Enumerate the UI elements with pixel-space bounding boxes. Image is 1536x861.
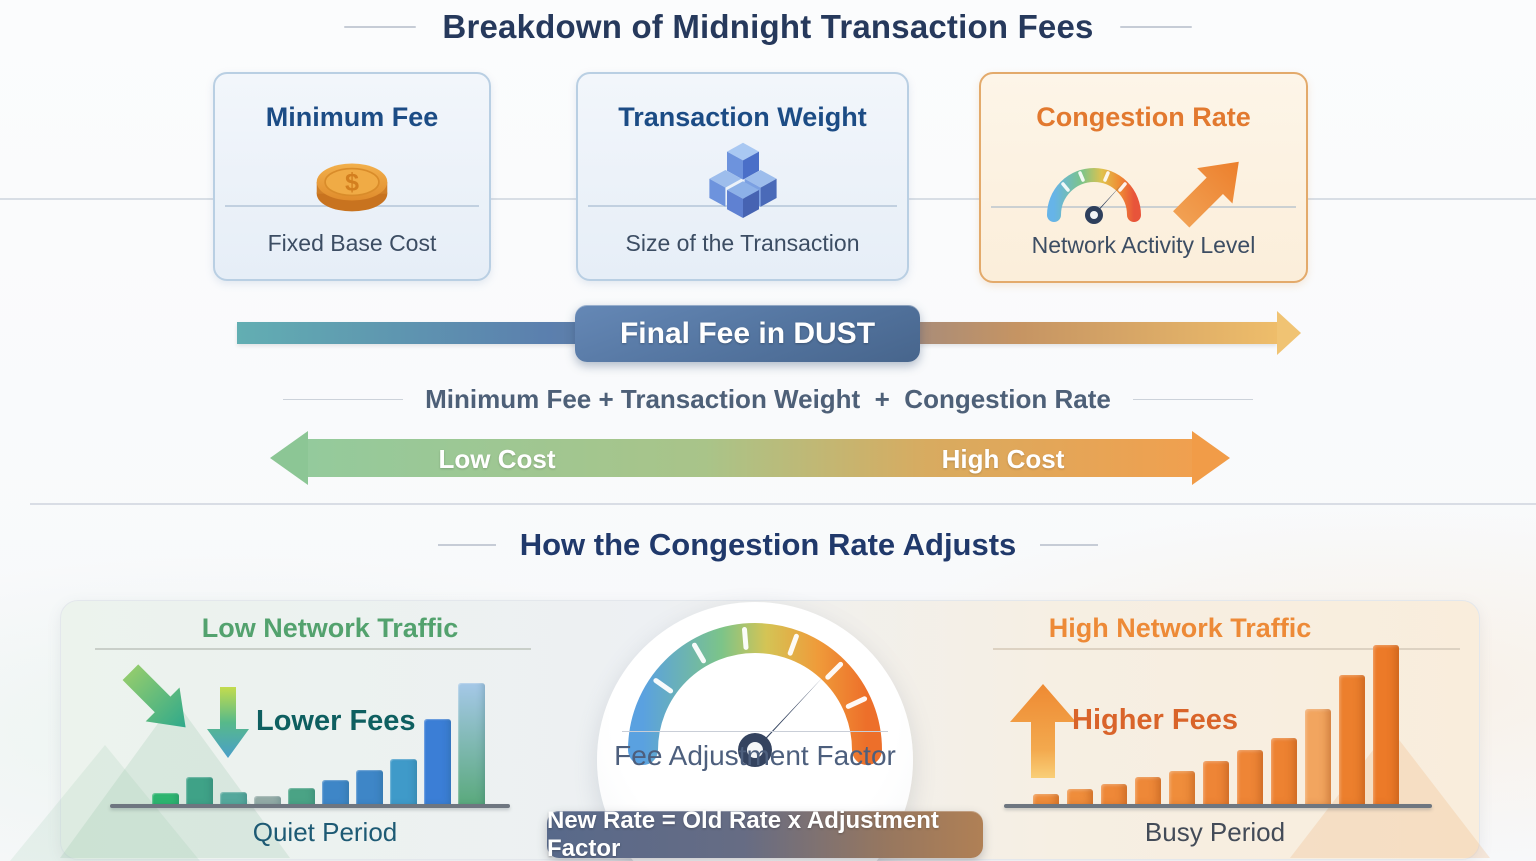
high-chart-baseline — [1004, 804, 1432, 808]
gauge-rising-arrow-icon — [1024, 137, 1264, 229]
bar — [1305, 709, 1331, 805]
card-divider-line — [991, 206, 1296, 208]
cost-arrowhead-left-icon — [270, 431, 308, 485]
low-traffic-title: Low Network Traffic — [201, 613, 459, 643]
low-traffic-underline — [95, 648, 531, 650]
bar — [1373, 645, 1399, 805]
bar — [390, 759, 417, 805]
bar — [1271, 738, 1297, 805]
gauge-label: Fee Adjustment Factor — [614, 740, 896, 771]
low-traffic-bar-chart — [152, 683, 485, 805]
formula-left-dash — [283, 398, 404, 401]
high-traffic-bar-chart — [1033, 645, 1399, 805]
section2-header: How the Congestion Rate Adjusts — [0, 527, 1536, 563]
card-title: Transaction Weight — [618, 102, 867, 132]
section-title-right-dash — [1040, 544, 1099, 546]
card-title: Congestion Rate — [1036, 102, 1251, 132]
down-right-arrow-icon — [112, 663, 204, 760]
rate-formula: New Rate = Old Rate x Adjustment Factor — [547, 806, 939, 861]
bar — [254, 796, 281, 805]
fee-formula-row: Minimum Fee + Transaction Weight + Conge… — [0, 384, 1536, 415]
section2-title: How the Congestion Rate Adjusts — [519, 527, 1017, 562]
cost-arrowhead-right-icon — [1192, 431, 1230, 485]
formula-right-dash — [1132, 398, 1253, 401]
bar — [322, 780, 349, 805]
card-subtitle: Size of the Transaction — [625, 230, 860, 256]
card-congestion-rate: Congestion Rate — [979, 72, 1308, 283]
header: Breakdown of Midnight Transaction Fees — [0, 8, 1536, 46]
bar — [1067, 789, 1093, 805]
bar — [458, 683, 485, 805]
title-right-dash — [1119, 25, 1192, 29]
fee-gauge-icon — [593, 600, 917, 777]
bar — [1339, 675, 1365, 805]
card-transaction-weight: Transaction Weight Size of t — [576, 72, 909, 281]
down-arrow-icon — [203, 683, 253, 768]
quiet-period-caption: Quiet Period — [252, 817, 398, 847]
high-cost-label: High Cost — [941, 444, 1065, 474]
section-divider — [30, 503, 1536, 505]
card-subtitle: Fixed Base Cost — [267, 230, 437, 256]
bar — [424, 719, 451, 805]
card-title: Minimum Fee — [265, 102, 439, 132]
gauge-label-divider — [622, 731, 888, 732]
bar — [186, 777, 213, 805]
bar — [356, 770, 383, 805]
busy-period-caption: Busy Period — [1144, 817, 1286, 847]
bar — [1237, 750, 1263, 805]
bar — [1135, 777, 1161, 805]
bar — [152, 793, 179, 805]
cubes-icon — [687, 138, 799, 226]
final-fee-label: Final Fee in DUST — [619, 316, 876, 350]
bar — [1169, 771, 1195, 805]
bar — [220, 792, 247, 805]
svg-text:$: $ — [345, 168, 359, 196]
cost-scale-arrow — [306, 439, 1194, 477]
bar — [1203, 761, 1229, 805]
card-minimum-fee: Minimum Fee $ Fixed Base Cost — [213, 72, 491, 281]
final-fee-box: Final Fee in DUST — [575, 305, 920, 362]
low-chart-baseline — [110, 804, 510, 808]
title-left-dash — [344, 25, 417, 29]
fee-formula: Minimum Fee + Transaction Weight + Conge… — [425, 384, 1111, 414]
higher-fees-label: Higher Fees — [1072, 704, 1238, 736]
low-cost-label: Low Cost — [438, 444, 556, 474]
section-title-left-dash — [437, 544, 496, 546]
up-arrow-icon — [1008, 682, 1078, 787]
bar — [1033, 794, 1059, 805]
card-subtitle: Network Activity Level — [1031, 232, 1256, 258]
page-title: Breakdown of Midnight Transaction Fees — [442, 8, 1094, 45]
bar — [1101, 784, 1127, 805]
fee-flow-arrowhead-icon — [1277, 311, 1301, 355]
lower-fees-label: Lower Fees — [256, 705, 416, 737]
high-traffic-underline — [993, 648, 1460, 650]
high-traffic-title: High Network Traffic — [1048, 613, 1312, 643]
rate-formula-pill: New Rate = Old Rate x Adjustment Factor — [547, 807, 983, 861]
coin-icon: $ — [300, 140, 404, 224]
bar — [288, 788, 315, 805]
